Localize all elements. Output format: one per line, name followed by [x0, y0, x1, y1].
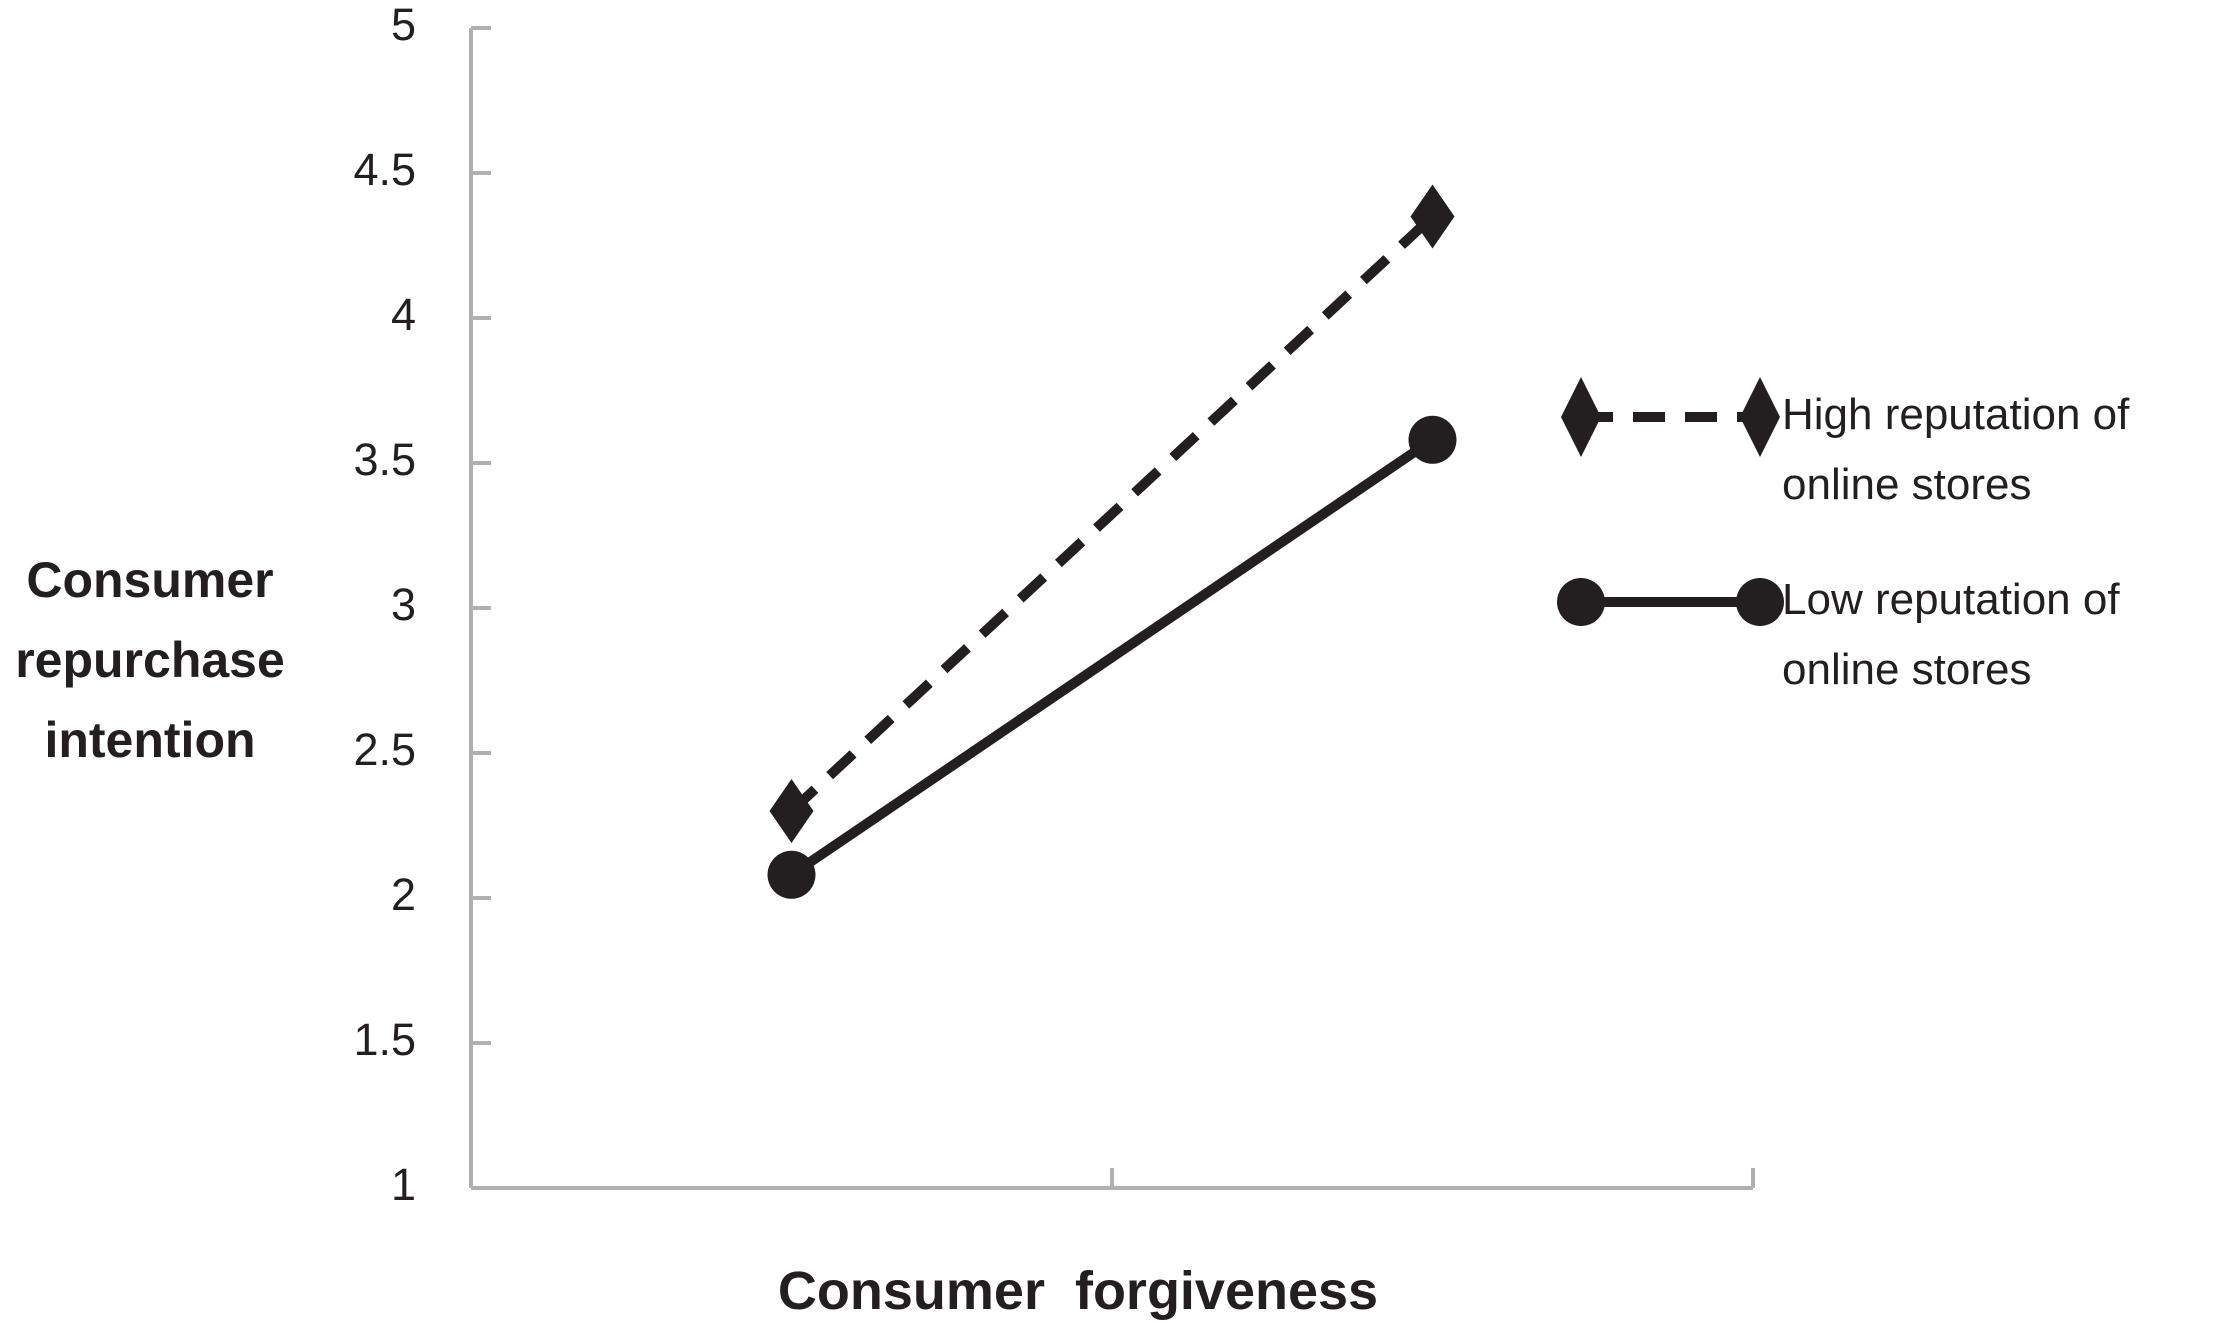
legend-marker	[1740, 377, 1780, 457]
y-tick-label: 4.5	[353, 144, 416, 195]
circle-marker	[1408, 415, 1457, 464]
diamond-marker	[769, 779, 814, 843]
y-tick-label: 5	[391, 0, 416, 50]
x-axis-label: Consumer forgiveness	[777, 1261, 1379, 1321]
legend-marker	[1557, 578, 1605, 626]
y-tick-label: 1	[391, 1159, 416, 1210]
y-tick-label: 2	[391, 869, 416, 920]
legend-marker	[1736, 578, 1784, 626]
series-line	[788, 435, 1436, 879]
legend-label: High reputation of online stores	[1782, 390, 2130, 509]
y-tick-label: 1.5	[353, 1014, 416, 1065]
y-tick-label: 3	[391, 579, 416, 630]
legend-marker	[1561, 377, 1601, 457]
y-tick-label: 2.5	[353, 724, 416, 775]
y-tick-label: 3.5	[353, 434, 416, 485]
legend-label: Low reputation of online stores	[1782, 575, 2120, 694]
y-axis-label: Consumer repurchase intention	[15, 552, 285, 768]
diamond-marker	[1410, 184, 1455, 249]
circle-marker	[767, 850, 816, 899]
y-tick-label: 4	[391, 289, 416, 340]
series-line	[788, 212, 1436, 815]
